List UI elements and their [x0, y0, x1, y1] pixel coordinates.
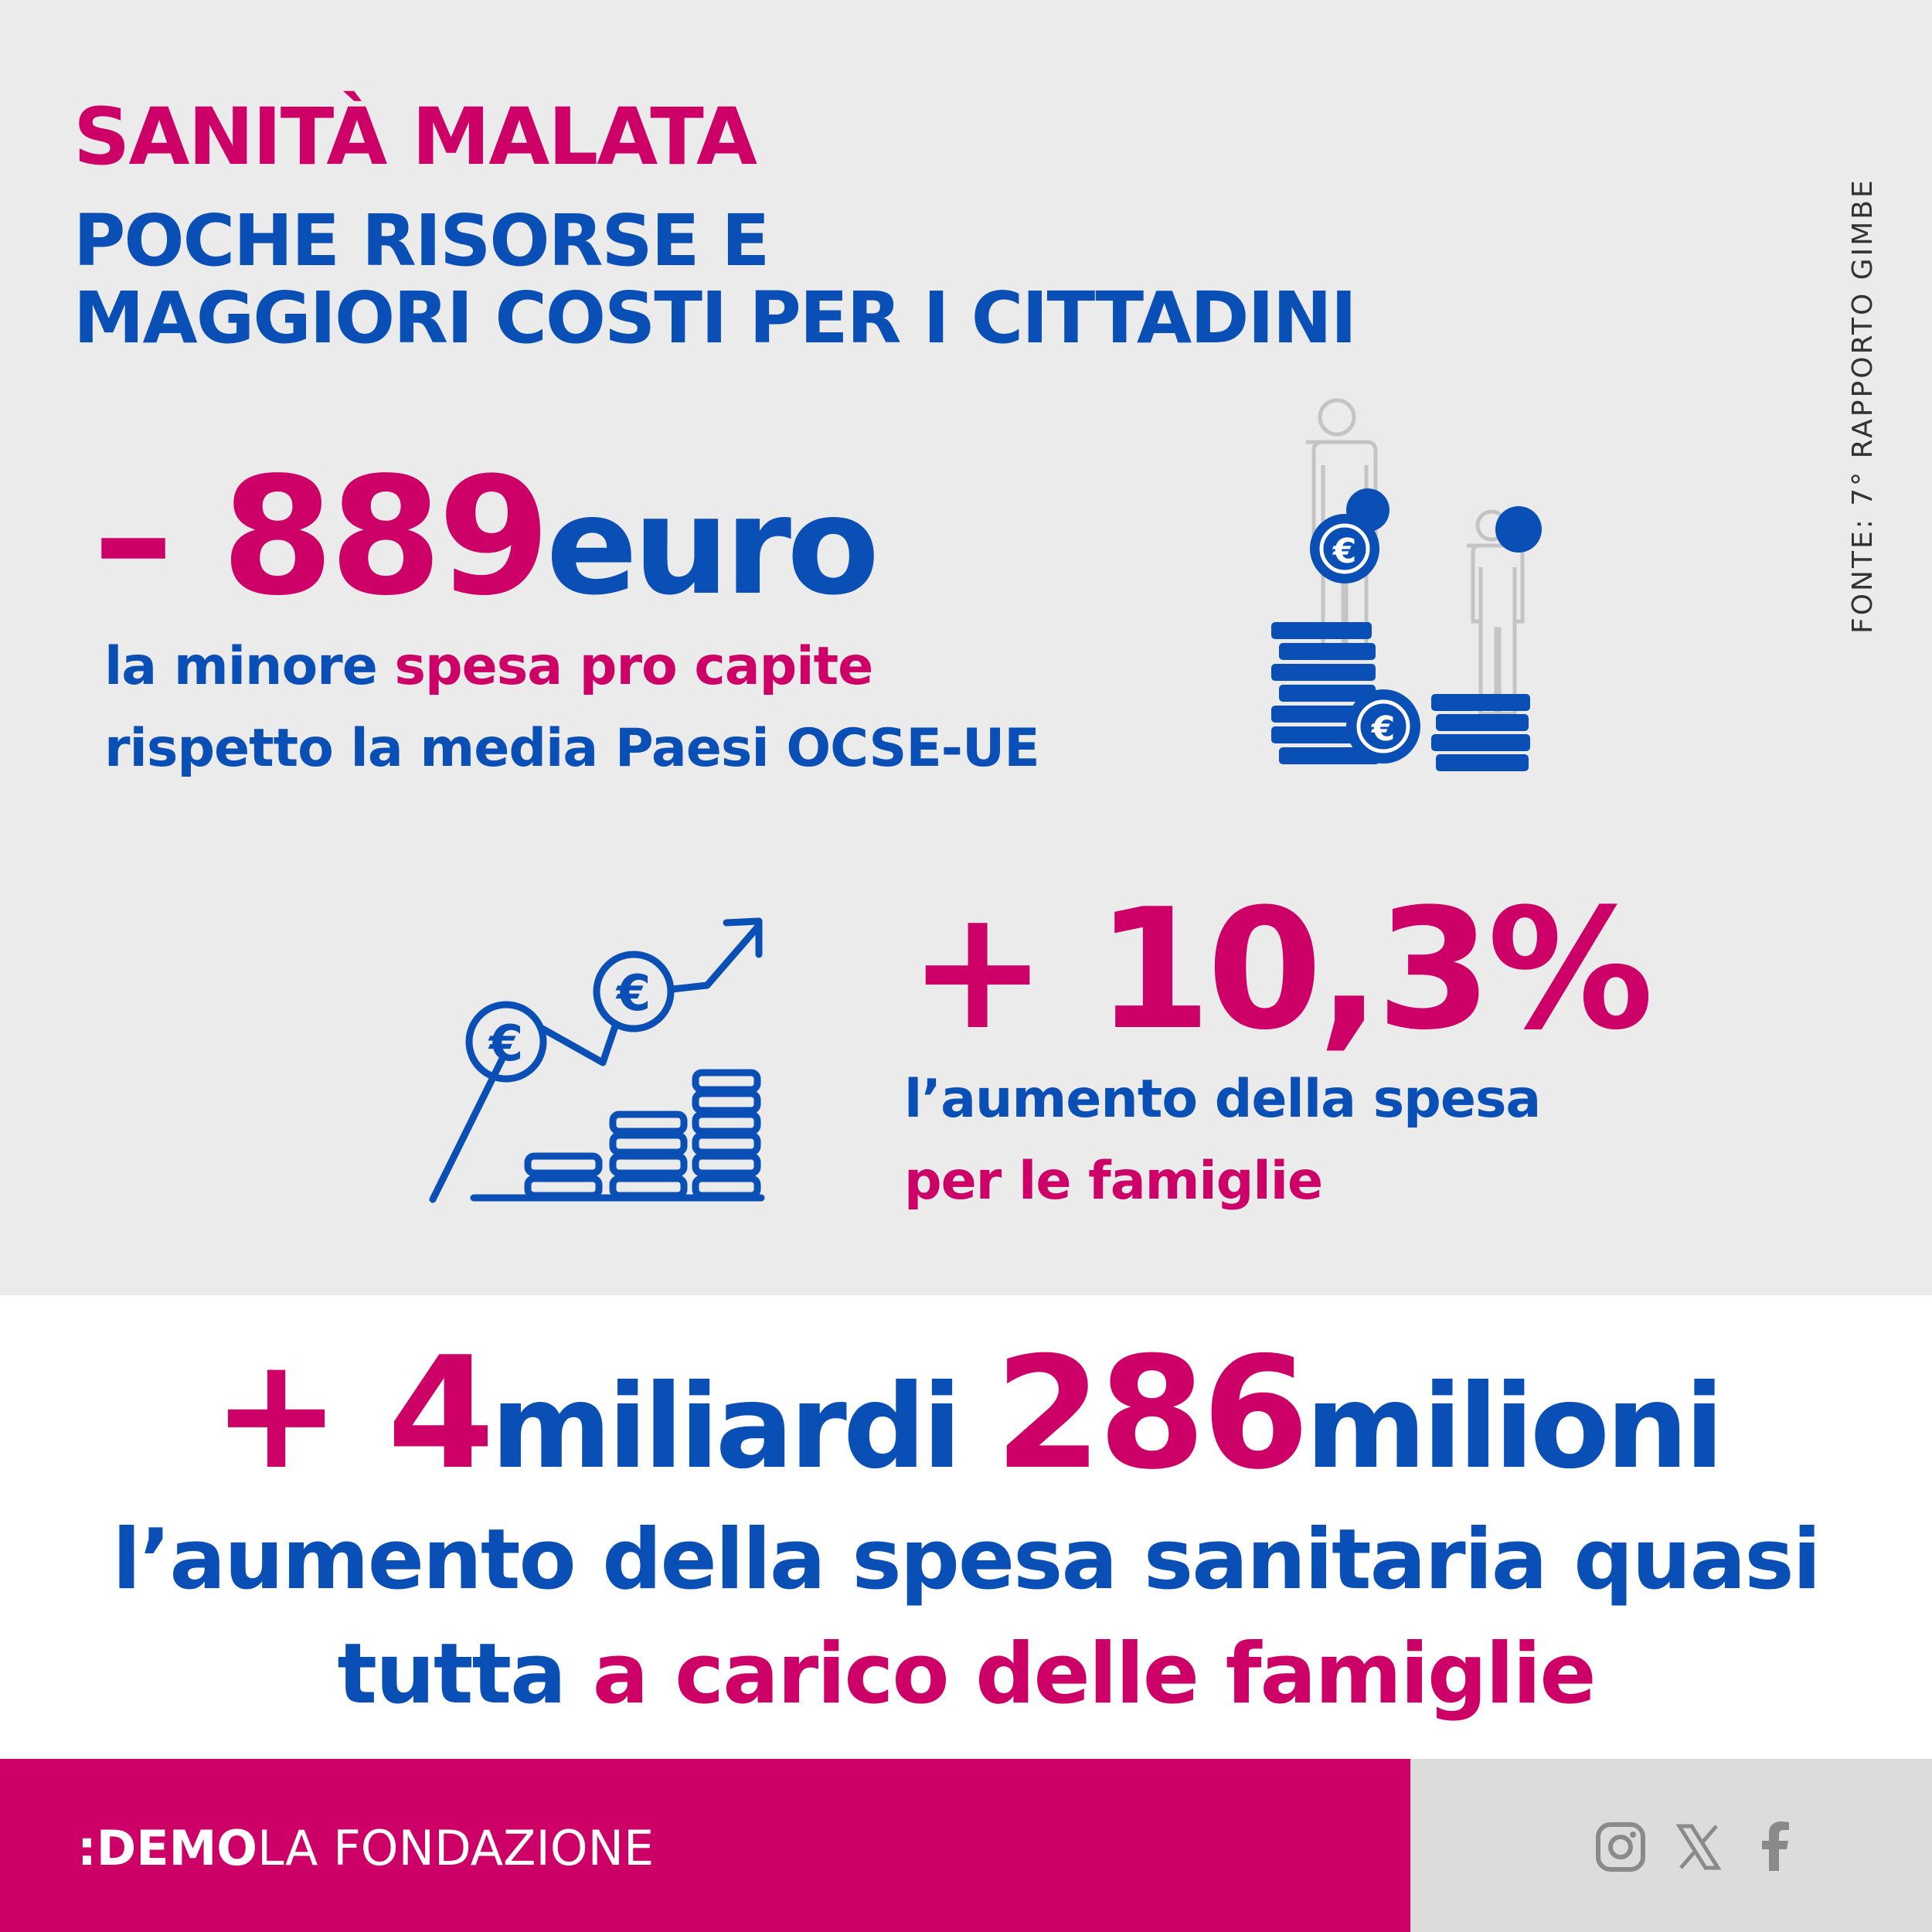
stat-per-capita-description: la minore spesa pro capite rispetto la m… [104, 626, 1040, 790]
stat-total-increase-description: l’aumento della spesa sanitaria quasi tu… [0, 1503, 1932, 1732]
facebook-icon[interactable] [1748, 1820, 1802, 1874]
total-billions-unit: miliardi [491, 1360, 995, 1495]
source-text: FONTE: 7° RAPPORTO GIMBE [1847, 178, 1879, 634]
stat-family-increase-description: l’aumento della spesa per le famiglie [904, 1059, 1541, 1223]
per-capita-number: – 889 [93, 442, 550, 631]
brand-light: LA FONDAZIONE [257, 1820, 655, 1876]
stat-total-increase-value: + 4miliardi 286milioni [0, 1329, 1932, 1512]
svg-text:€: € [1371, 709, 1396, 749]
top-background [0, 0, 1932, 1295]
family-increase-line-1: l’aumento della spesa [904, 1069, 1541, 1130]
brand-bold: :DEMO [77, 1820, 258, 1876]
source-note: FONTE: 7° RAPPORTO GIMBE [1847, 139, 1924, 634]
footer-brand-bar [0, 1759, 1410, 1932]
instagram-icon[interactable] [1594, 1820, 1648, 1874]
middle-background [0, 1295, 1932, 1759]
total-millions-number: 286 [994, 1324, 1309, 1504]
people-coins-illustration: € € [1260, 394, 1553, 796]
total-increase-line-2-b: a carico delle famiglie [592, 1626, 1597, 1723]
stat-per-capita-value: – 889euro [93, 448, 879, 636]
x-icon[interactable] [1672, 1820, 1726, 1874]
subtitle-line-2: MAGGIORI COSTI PER I CITTADINI [73, 277, 1357, 359]
svg-text:€: € [615, 965, 651, 1022]
svg-text:€: € [488, 1015, 524, 1073]
total-billions-number: 4 [386, 1324, 495, 1504]
per-capita-line-1: la minore spesa pro capite [104, 626, 1039, 708]
per-capita-unit: euro [546, 468, 879, 625]
total-millions-unit: milioni [1305, 1360, 1724, 1495]
headline-subtitle: POCHE RISORSE E MAGGIORI COSTI PER I CIT… [73, 199, 1357, 359]
subtitle-line-1: POCHE RISORSE E [73, 199, 770, 282]
total-increase-line-2: tutta a carico delle famiglie [0, 1617, 1932, 1732]
family-increase-line-2: per le famiglie [904, 1151, 1323, 1212]
per-capita-line-1-b: spesa pro capite [394, 636, 874, 697]
brand-logo[interactable]: :DEMOLA FONDAZIONE [77, 1820, 654, 1876]
growth-chart-icon: € € [421, 912, 777, 1213]
svg-text:€: € [1332, 532, 1357, 571]
footer-social-bar [1410, 1759, 1932, 1932]
total-increase-line-2-a: tutta [337, 1626, 593, 1723]
per-capita-line-2: rispetto la media Paesi OCSE-UE [104, 718, 1040, 779]
per-capita-line-1-a: la minore [104, 636, 395, 697]
total-plus-sign: + [211, 1324, 387, 1504]
headline-title: SANITÀ MALATA [73, 91, 757, 183]
stat-family-increase-value: + 10,3% [908, 872, 1654, 1066]
total-increase-line-1: l’aumento della spesa sanitaria quasi [112, 1512, 1821, 1608]
